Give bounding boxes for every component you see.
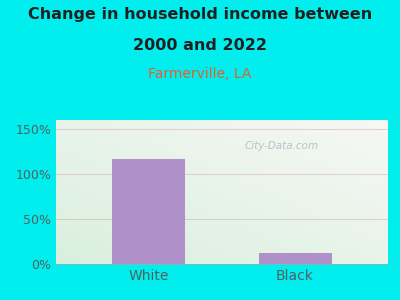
Text: City-Data.com: City-Data.com	[245, 141, 319, 151]
Text: Change in household income between: Change in household income between	[28, 8, 372, 22]
Text: 2000 and 2022: 2000 and 2022	[133, 38, 267, 52]
Bar	[112, 159, 186, 264]
Text: Farmerville, LA: Farmerville, LA	[148, 68, 252, 82]
Bar	[258, 253, 332, 264]
